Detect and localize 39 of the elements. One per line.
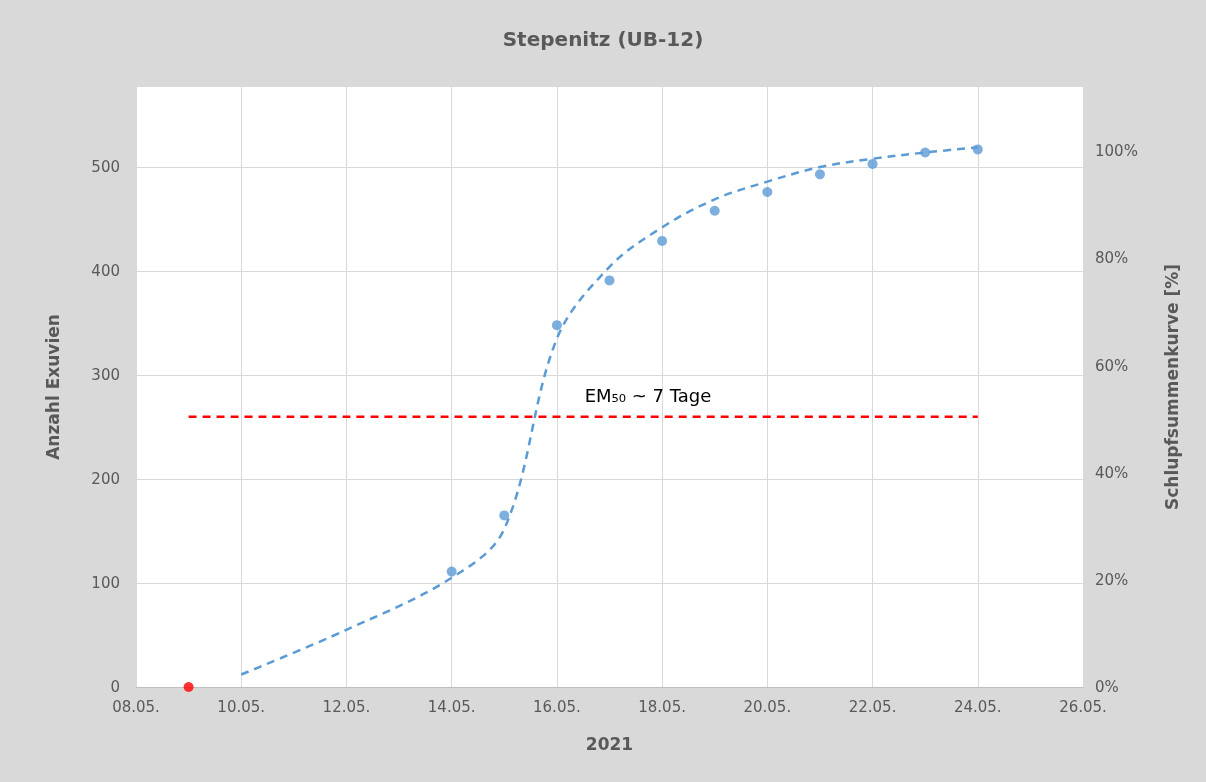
y-tick-label: 100 xyxy=(91,574,120,593)
x-tick-label: 14.05. xyxy=(427,697,476,716)
y2-axis-title: Schlupfsummenkurve [%] xyxy=(1161,263,1182,511)
x-tick-label: 24.05. xyxy=(953,697,1002,716)
y2-tick-label: 20% xyxy=(1095,570,1129,589)
chart-title: Stepenitz (UB-12) xyxy=(502,27,704,51)
point xyxy=(972,144,983,155)
point xyxy=(709,205,720,216)
y2-tick-label: 0% xyxy=(1095,678,1119,696)
y-tick-label: 400 xyxy=(91,262,120,281)
x-tick-label: 26.05. xyxy=(1059,697,1107,716)
point xyxy=(446,566,457,577)
x-tick-label: 20.05. xyxy=(743,697,792,716)
point xyxy=(814,169,825,180)
x-tick-label: 08.05. xyxy=(112,697,160,716)
y2-tick-label: 40% xyxy=(1095,463,1129,482)
x-tick-label: 12.05. xyxy=(322,697,371,716)
point xyxy=(183,682,194,692)
x-tick-label: 10.05. xyxy=(217,697,266,716)
x-tick-label: 22.05. xyxy=(848,697,897,716)
x-tick-label: 16.05. xyxy=(533,697,581,716)
y-tick-label: 0 xyxy=(110,678,120,696)
point xyxy=(867,158,878,169)
x-tick-label: 18.05. xyxy=(638,697,686,716)
point xyxy=(762,187,773,198)
point xyxy=(604,275,615,286)
point xyxy=(551,320,562,331)
point xyxy=(499,510,510,521)
y2-tick-label: 80% xyxy=(1095,249,1129,268)
y2-tick-label: 100% xyxy=(1095,142,1138,161)
point xyxy=(920,147,931,158)
y2-tick-label: 60% xyxy=(1095,356,1129,375)
y-tick-label: 200 xyxy=(91,470,120,489)
annotation: EM₅₀ ~ 7 Tage xyxy=(584,384,712,406)
y-tick-label: 300 xyxy=(91,366,120,385)
y-tick-label: 500 xyxy=(91,158,120,177)
y-axis-title: Anzahl Exuvien xyxy=(42,314,63,460)
point xyxy=(657,235,668,246)
x-axis-title: 2021 xyxy=(585,733,634,754)
